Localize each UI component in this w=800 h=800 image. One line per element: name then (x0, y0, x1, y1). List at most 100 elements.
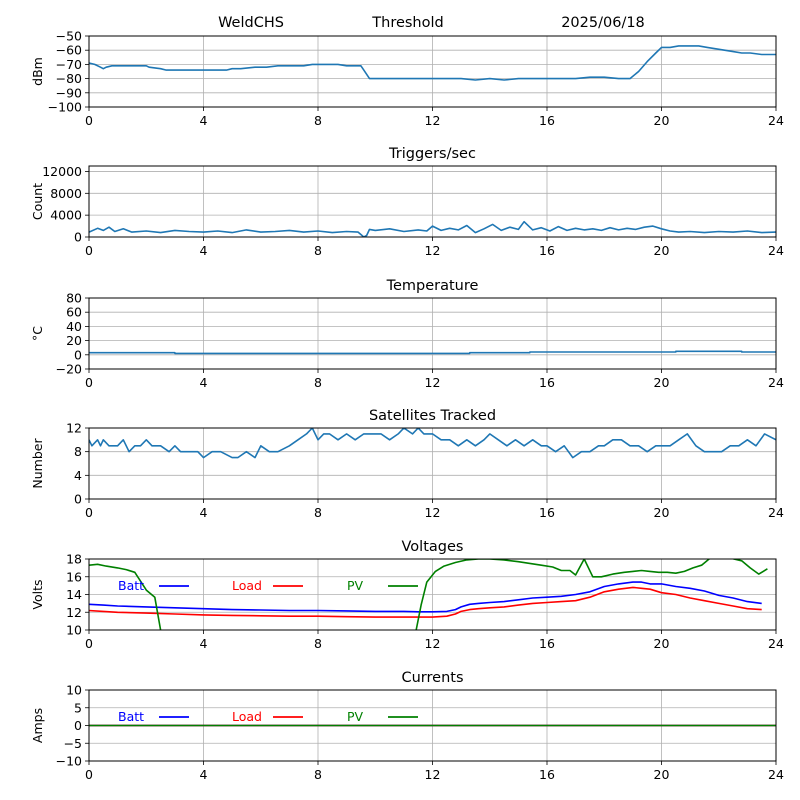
legend-label-pv: PV (347, 578, 364, 593)
y-tick-label: 4 (74, 468, 82, 483)
series-group (89, 350, 776, 355)
x-tick-label: 16 (539, 243, 555, 258)
x-tick-label: 24 (768, 243, 784, 258)
x-tick-label: 0 (85, 505, 93, 520)
x-tick-label: 0 (85, 375, 93, 390)
x-tick-label: 16 (539, 113, 555, 128)
y-tick-label: 0 (74, 347, 82, 362)
y-axis-label: °C (30, 326, 45, 341)
x-tick-label: 16 (539, 767, 555, 782)
y-tick-label: −10 (56, 754, 82, 769)
series-group (89, 45, 776, 81)
x-tick-label: 24 (768, 505, 784, 520)
panel-title: Triggers/sec (388, 146, 476, 162)
panel-title: Temperature (386, 278, 479, 294)
x-tick-label: 12 (425, 505, 441, 520)
series-group (89, 559, 768, 630)
panel-title: Currents (401, 670, 463, 686)
y-tick-label: 12 (66, 605, 82, 620)
series-line-batt (89, 581, 762, 613)
y-tick-label: 80 (66, 291, 82, 306)
x-tick-label: 4 (200, 767, 208, 782)
panel-title: Satellites Tracked (369, 408, 496, 424)
x-tick-label: 20 (654, 767, 670, 782)
x-tick-label: 8 (314, 767, 322, 782)
legend-label-load: Load (232, 578, 262, 593)
series-line-1 (89, 428, 776, 459)
y-tick-label: −5 (64, 736, 82, 751)
y-tick-label: 5 (74, 700, 82, 715)
y-tick-label: −90 (56, 85, 82, 100)
x-tick-label: 20 (654, 113, 670, 128)
series-line-pv (89, 559, 768, 630)
legend-label-load: Load (232, 709, 262, 724)
y-tick-label: 4000 (50, 208, 82, 223)
x-tick-label: 20 (654, 243, 670, 258)
x-tick-label: 0 (85, 113, 93, 128)
x-tick-label: 0 (85, 636, 93, 651)
x-tick-label: 16 (539, 505, 555, 520)
series-line-1 (89, 350, 776, 355)
x-tick-label: 24 (768, 767, 784, 782)
y-tick-label: 12 (66, 421, 82, 436)
x-tick-label: 12 (425, 375, 441, 390)
y-tick-label: −100 (48, 100, 82, 115)
mode-label: Threshold (371, 15, 443, 31)
x-tick-label: 8 (314, 243, 322, 258)
y-axis-label: Amps (30, 708, 45, 743)
x-tick-label: 4 (200, 636, 208, 651)
y-axis-label: Count (30, 183, 45, 220)
x-tick-label: 16 (539, 636, 555, 651)
series-group (89, 428, 776, 459)
y-axis-label: Volts (30, 579, 45, 609)
x-tick-label: 24 (768, 375, 784, 390)
y-tick-label: −60 (56, 43, 82, 58)
x-tick-label: 24 (768, 636, 784, 651)
panel-2: 0 4 8 12 16 20 24 0 4000 8000 12000 Triggers/sec Cou… (30, 146, 784, 258)
series-line-1 (89, 220, 776, 237)
y-tick-label: 0 (74, 230, 82, 245)
x-tick-label: 0 (85, 243, 93, 258)
y-tick-label: 14 (66, 587, 82, 602)
x-tick-label: 8 (314, 505, 322, 520)
y-tick-label: 10 (66, 683, 82, 698)
y-axis-label: Number (30, 438, 45, 489)
x-tick-label: 20 (654, 375, 670, 390)
x-tick-label: 12 (425, 636, 441, 651)
y-tick-label: −20 (56, 362, 82, 377)
y-tick-label: 8 (74, 444, 82, 459)
y-tick-label: 0 (74, 492, 82, 507)
x-tick-label: 24 (768, 113, 784, 128)
x-tick-label: 16 (539, 375, 555, 390)
y-tick-label: 8000 (50, 186, 82, 201)
y-tick-label: 60 (66, 305, 82, 320)
y-tick-label: −80 (56, 71, 82, 86)
series-group (89, 220, 776, 237)
y-tick-label: −70 (56, 57, 82, 72)
x-tick-label: 4 (200, 505, 208, 520)
y-tick-label: 40 (66, 319, 82, 334)
panel-5: 0 4 8 12 16 20 24 10 12 14 16 18 Voltages Volts Batt Lo… (30, 539, 784, 651)
panel-6: 0 4 8 12 16 20 24 −10 −5 0 5 10 Currents Amps Batt Load… (30, 670, 784, 782)
panel-1: 0 4 8 12 16 20 24 −100−90−80−70−60−50 dBm (30, 29, 784, 129)
y-tick-label: 12000 (42, 164, 82, 179)
x-tick-label: 12 (425, 767, 441, 782)
x-tick-label: 20 (654, 505, 670, 520)
series-line-load (89, 586, 762, 618)
x-tick-label: 0 (85, 767, 93, 782)
series-line-1 (89, 45, 776, 81)
panel-4: 0 4 8 12 16 20 24 0 4 8 12 Satellites Tracked Number (30, 408, 784, 520)
x-tick-label: 4 (200, 243, 208, 258)
station-name: WeldCHS (218, 15, 284, 31)
y-tick-label: 16 (66, 569, 82, 584)
x-tick-label: 12 (425, 113, 441, 128)
legend-label-batt: Batt (118, 578, 144, 593)
y-tick-label: 20 (66, 333, 82, 348)
x-tick-label: 8 (314, 375, 322, 390)
x-tick-label: 8 (314, 113, 322, 128)
date-label: 2025/06/18 (561, 15, 645, 31)
legend-label-pv: PV (347, 709, 364, 724)
